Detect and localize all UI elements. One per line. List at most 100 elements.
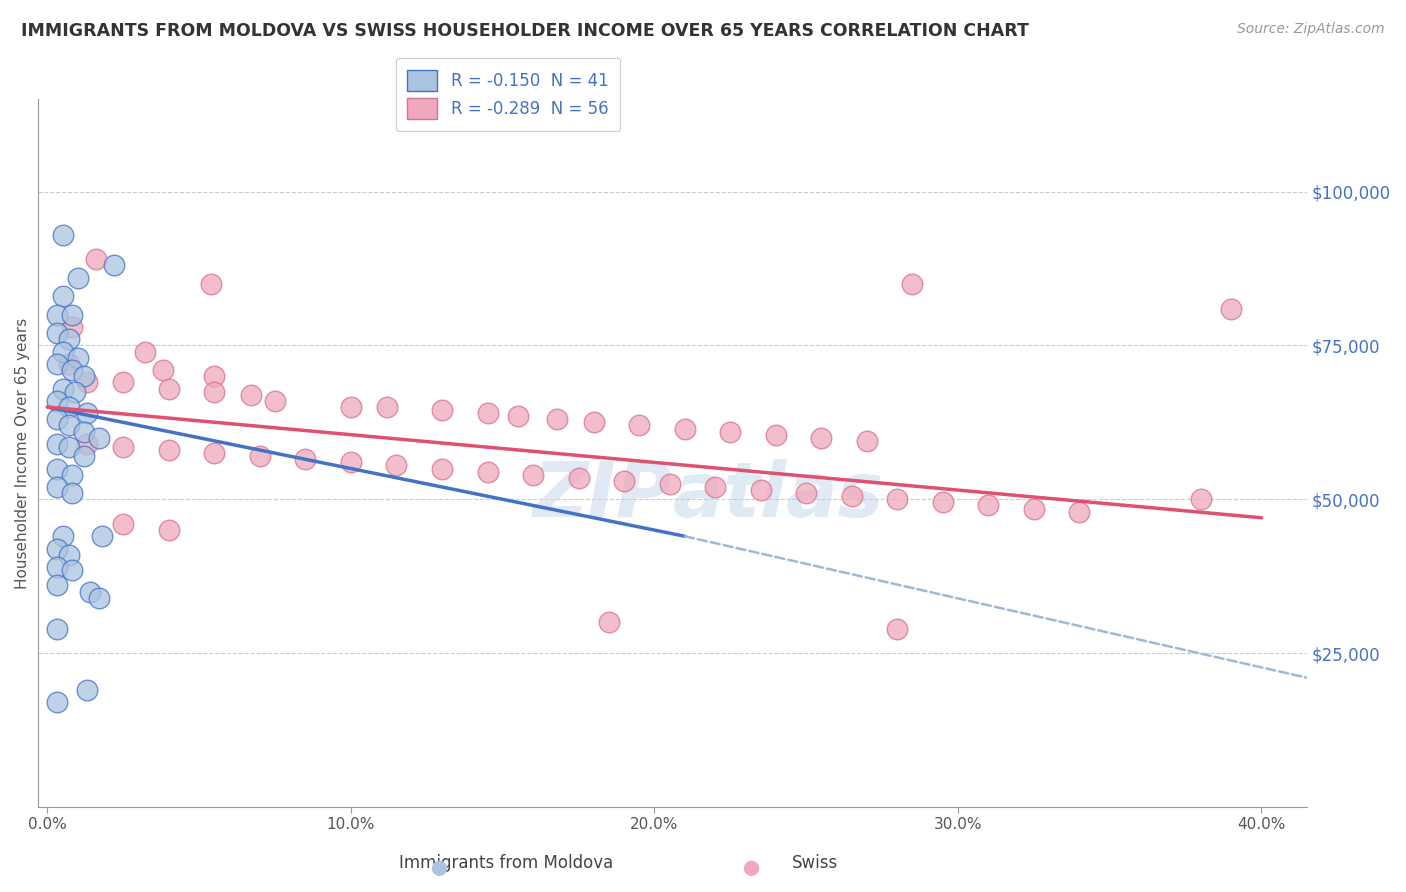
Point (658, 477, 681, 491)
Point (63, 384, 86, 399)
Point (60, 320, 83, 334)
Point (430, 461, 453, 475)
Point (294, 452, 316, 467)
Point (45, 578, 67, 592)
Point (58, 418, 80, 433)
Point (202, 384, 225, 399)
Text: atlas: atlas (672, 458, 884, 533)
Point (377, 400, 399, 414)
Point (264, 393, 287, 408)
Point (901, 277, 924, 291)
Point (60, 467, 83, 482)
Point (73, 449, 96, 463)
Point (1189, 492, 1212, 507)
Point (60, 486, 83, 500)
Point (385, 458, 408, 473)
Point (58, 548, 80, 562)
Text: IMMIGRANTS FROM MOLDOVA VS SWISS HOUSEHOLDER INCOME OVER 65 YEARS CORRELATION CH: IMMIGRANTS FROM MOLDOVA VS SWISS HOUSEHO… (21, 22, 1029, 40)
Point (58, 357, 80, 371)
Point (87, 431, 110, 445)
Point (477, 406, 499, 420)
Point (87, 591, 110, 605)
Point (45, 622, 67, 636)
Point (568, 471, 591, 485)
Point (45, 437, 67, 451)
Point (1069, 505, 1091, 519)
Point (45, 461, 67, 475)
Point (202, 369, 225, 384)
Point (546, 412, 568, 426)
Point (76, 406, 98, 420)
Point (52, 289, 75, 303)
Point (856, 434, 879, 448)
Point (1022, 501, 1045, 516)
Point (477, 465, 499, 479)
Point (66, 270, 89, 285)
Text: Source: ZipAtlas.com: Source: ZipAtlas.com (1237, 22, 1385, 37)
Point (58, 332, 80, 346)
Point (45, 308, 67, 322)
Point (239, 387, 262, 401)
Point (84, 252, 107, 267)
Point (112, 516, 135, 531)
Point (45, 412, 67, 426)
Point (673, 421, 696, 435)
Point (76, 683, 98, 698)
Point (45, 480, 67, 494)
Point (157, 523, 180, 537)
Point (886, 492, 908, 507)
Point (112, 440, 135, 454)
Point (103, 259, 125, 273)
Point (60, 363, 83, 377)
Point (628, 418, 651, 433)
Point (1220, 301, 1243, 316)
Point (613, 474, 636, 488)
Point (60, 308, 83, 322)
Point (157, 443, 180, 458)
Point (202, 446, 225, 460)
Point (152, 363, 174, 377)
Point (45, 560, 67, 574)
Point (200, 277, 222, 291)
Text: ⬤: ⬤ (742, 860, 759, 876)
Point (765, 427, 787, 442)
Point (598, 615, 620, 630)
Point (704, 480, 727, 494)
Legend: R = -0.150  N = 41, R = -0.289  N = 56: R = -0.150 N = 41, R = -0.289 N = 56 (395, 58, 620, 131)
Text: ⬤: ⬤ (430, 860, 447, 876)
Point (76, 437, 98, 451)
Point (91, 529, 114, 543)
Point (794, 486, 817, 500)
Point (45, 326, 67, 341)
Point (58, 440, 80, 454)
Point (932, 495, 955, 509)
Point (58, 400, 80, 414)
Point (52, 227, 75, 242)
Point (886, 622, 908, 636)
Point (522, 467, 544, 482)
Point (157, 382, 180, 396)
Point (977, 499, 1000, 513)
Point (841, 489, 863, 503)
Point (52, 382, 75, 396)
Point (73, 425, 96, 439)
Point (340, 400, 363, 414)
Point (45, 695, 67, 709)
Point (340, 455, 363, 469)
Point (582, 416, 605, 430)
Y-axis label: Householder Income Over 65 years: Householder Income Over 65 years (15, 318, 30, 589)
Point (249, 449, 271, 463)
Text: Immigrants from Moldova: Immigrants from Moldova (399, 855, 613, 872)
Point (66, 351, 89, 365)
Point (749, 483, 772, 497)
Point (60, 563, 83, 577)
Point (718, 425, 741, 439)
Point (45, 393, 67, 408)
Point (52, 529, 75, 543)
Point (79, 584, 101, 599)
Point (45, 357, 67, 371)
Text: ZIP: ZIP (533, 458, 672, 533)
Point (134, 344, 156, 359)
Point (45, 541, 67, 556)
Text: Swiss: Swiss (793, 855, 838, 872)
